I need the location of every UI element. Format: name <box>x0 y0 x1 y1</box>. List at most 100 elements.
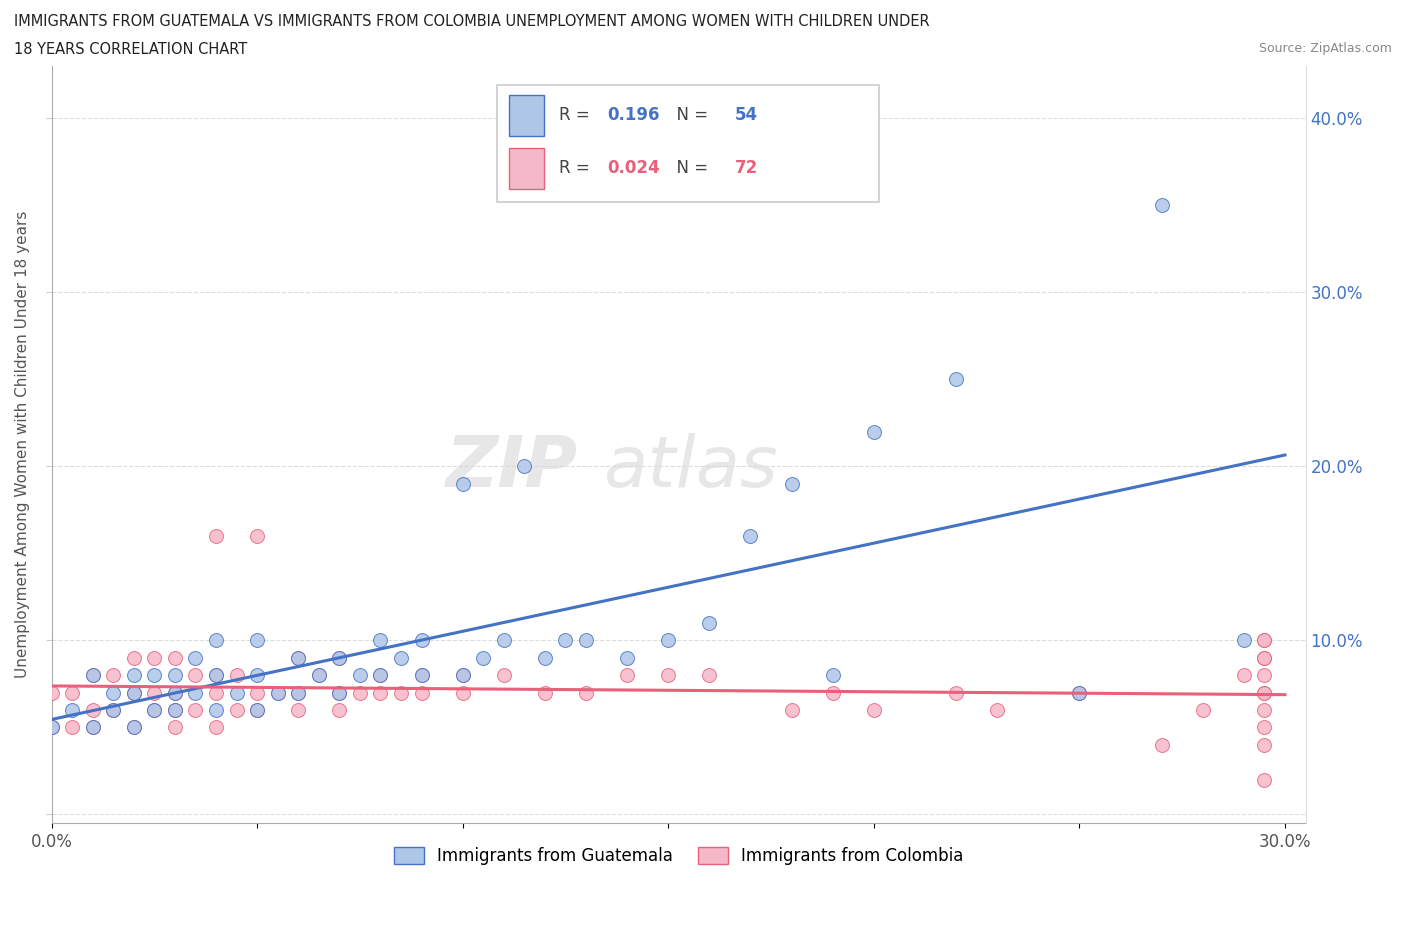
Point <box>122 685 145 700</box>
Point <box>143 702 166 717</box>
Point <box>616 668 638 683</box>
Point <box>246 702 269 717</box>
Point <box>82 720 104 735</box>
Point <box>60 702 83 717</box>
Point <box>41 720 63 735</box>
Text: N =: N = <box>666 106 713 125</box>
Point <box>780 702 803 717</box>
Point <box>370 668 392 683</box>
Point <box>266 685 288 700</box>
Point <box>1253 668 1275 683</box>
Point <box>225 668 247 683</box>
Point <box>122 650 145 665</box>
Point <box>205 668 228 683</box>
Point <box>451 476 474 491</box>
Point <box>60 685 83 700</box>
Point <box>740 528 762 543</box>
Text: 0.196: 0.196 <box>607 106 659 125</box>
Point <box>699 668 721 683</box>
Text: ZIP: ZIP <box>446 432 578 502</box>
Text: 72: 72 <box>735 159 758 178</box>
Point <box>225 685 247 700</box>
Point <box>60 720 83 735</box>
Point <box>82 668 104 683</box>
Point <box>1253 633 1275 648</box>
Point <box>1253 720 1275 735</box>
Point <box>534 685 557 700</box>
Text: R =: R = <box>560 159 595 178</box>
Point <box>205 633 228 648</box>
Point <box>657 668 679 683</box>
Point <box>472 650 495 665</box>
Text: N =: N = <box>666 159 713 178</box>
Point <box>163 685 186 700</box>
Point <box>308 668 330 683</box>
Point <box>1191 702 1213 717</box>
Point <box>163 720 186 735</box>
Point <box>103 702 125 717</box>
Point <box>122 668 145 683</box>
Point <box>1150 198 1173 213</box>
Point <box>945 685 967 700</box>
Point <box>82 720 104 735</box>
Point <box>82 668 104 683</box>
Text: Source: ZipAtlas.com: Source: ZipAtlas.com <box>1258 42 1392 55</box>
Text: 0.024: 0.024 <box>607 159 659 178</box>
Point <box>287 685 309 700</box>
Point <box>184 702 207 717</box>
Point <box>389 650 412 665</box>
Point <box>308 668 330 683</box>
Point <box>143 650 166 665</box>
Point <box>945 372 967 387</box>
Point <box>575 633 598 648</box>
Y-axis label: Unemployment Among Women with Children Under 18 years: Unemployment Among Women with Children U… <box>15 211 30 678</box>
Point <box>41 685 63 700</box>
Point <box>1253 633 1275 648</box>
Point <box>225 702 247 717</box>
Point <box>143 685 166 700</box>
Point <box>780 476 803 491</box>
Point <box>163 702 186 717</box>
Point <box>657 633 679 648</box>
Point <box>1253 685 1275 700</box>
Point <box>246 668 269 683</box>
FancyBboxPatch shape <box>509 148 544 189</box>
Point <box>122 720 145 735</box>
Point <box>411 633 433 648</box>
Point <box>1253 685 1275 700</box>
Point <box>389 685 412 700</box>
Point <box>122 685 145 700</box>
Point <box>266 685 288 700</box>
Point <box>205 685 228 700</box>
Point <box>163 668 186 683</box>
Point <box>184 668 207 683</box>
Point <box>451 668 474 683</box>
Point <box>1069 685 1091 700</box>
Point <box>246 528 269 543</box>
FancyBboxPatch shape <box>509 95 544 136</box>
Point <box>1253 650 1275 665</box>
Point <box>349 685 371 700</box>
Text: 54: 54 <box>735 106 758 125</box>
Point <box>1150 737 1173 752</box>
Legend: Immigrants from Guatemala, Immigrants from Colombia: Immigrants from Guatemala, Immigrants fr… <box>387 840 970 871</box>
Point <box>328 685 350 700</box>
Point <box>492 668 515 683</box>
Point <box>287 702 309 717</box>
Point <box>184 650 207 665</box>
Point <box>163 685 186 700</box>
Point <box>163 650 186 665</box>
Point <box>370 633 392 648</box>
Point <box>986 702 1008 717</box>
Point <box>41 720 63 735</box>
Point <box>349 668 371 683</box>
Point <box>1069 685 1091 700</box>
Point <box>287 650 309 665</box>
FancyBboxPatch shape <box>496 85 879 203</box>
Point <box>103 685 125 700</box>
Point <box>287 685 309 700</box>
Point <box>205 702 228 717</box>
Text: R =: R = <box>560 106 595 125</box>
Point <box>575 685 598 700</box>
Point <box>287 650 309 665</box>
